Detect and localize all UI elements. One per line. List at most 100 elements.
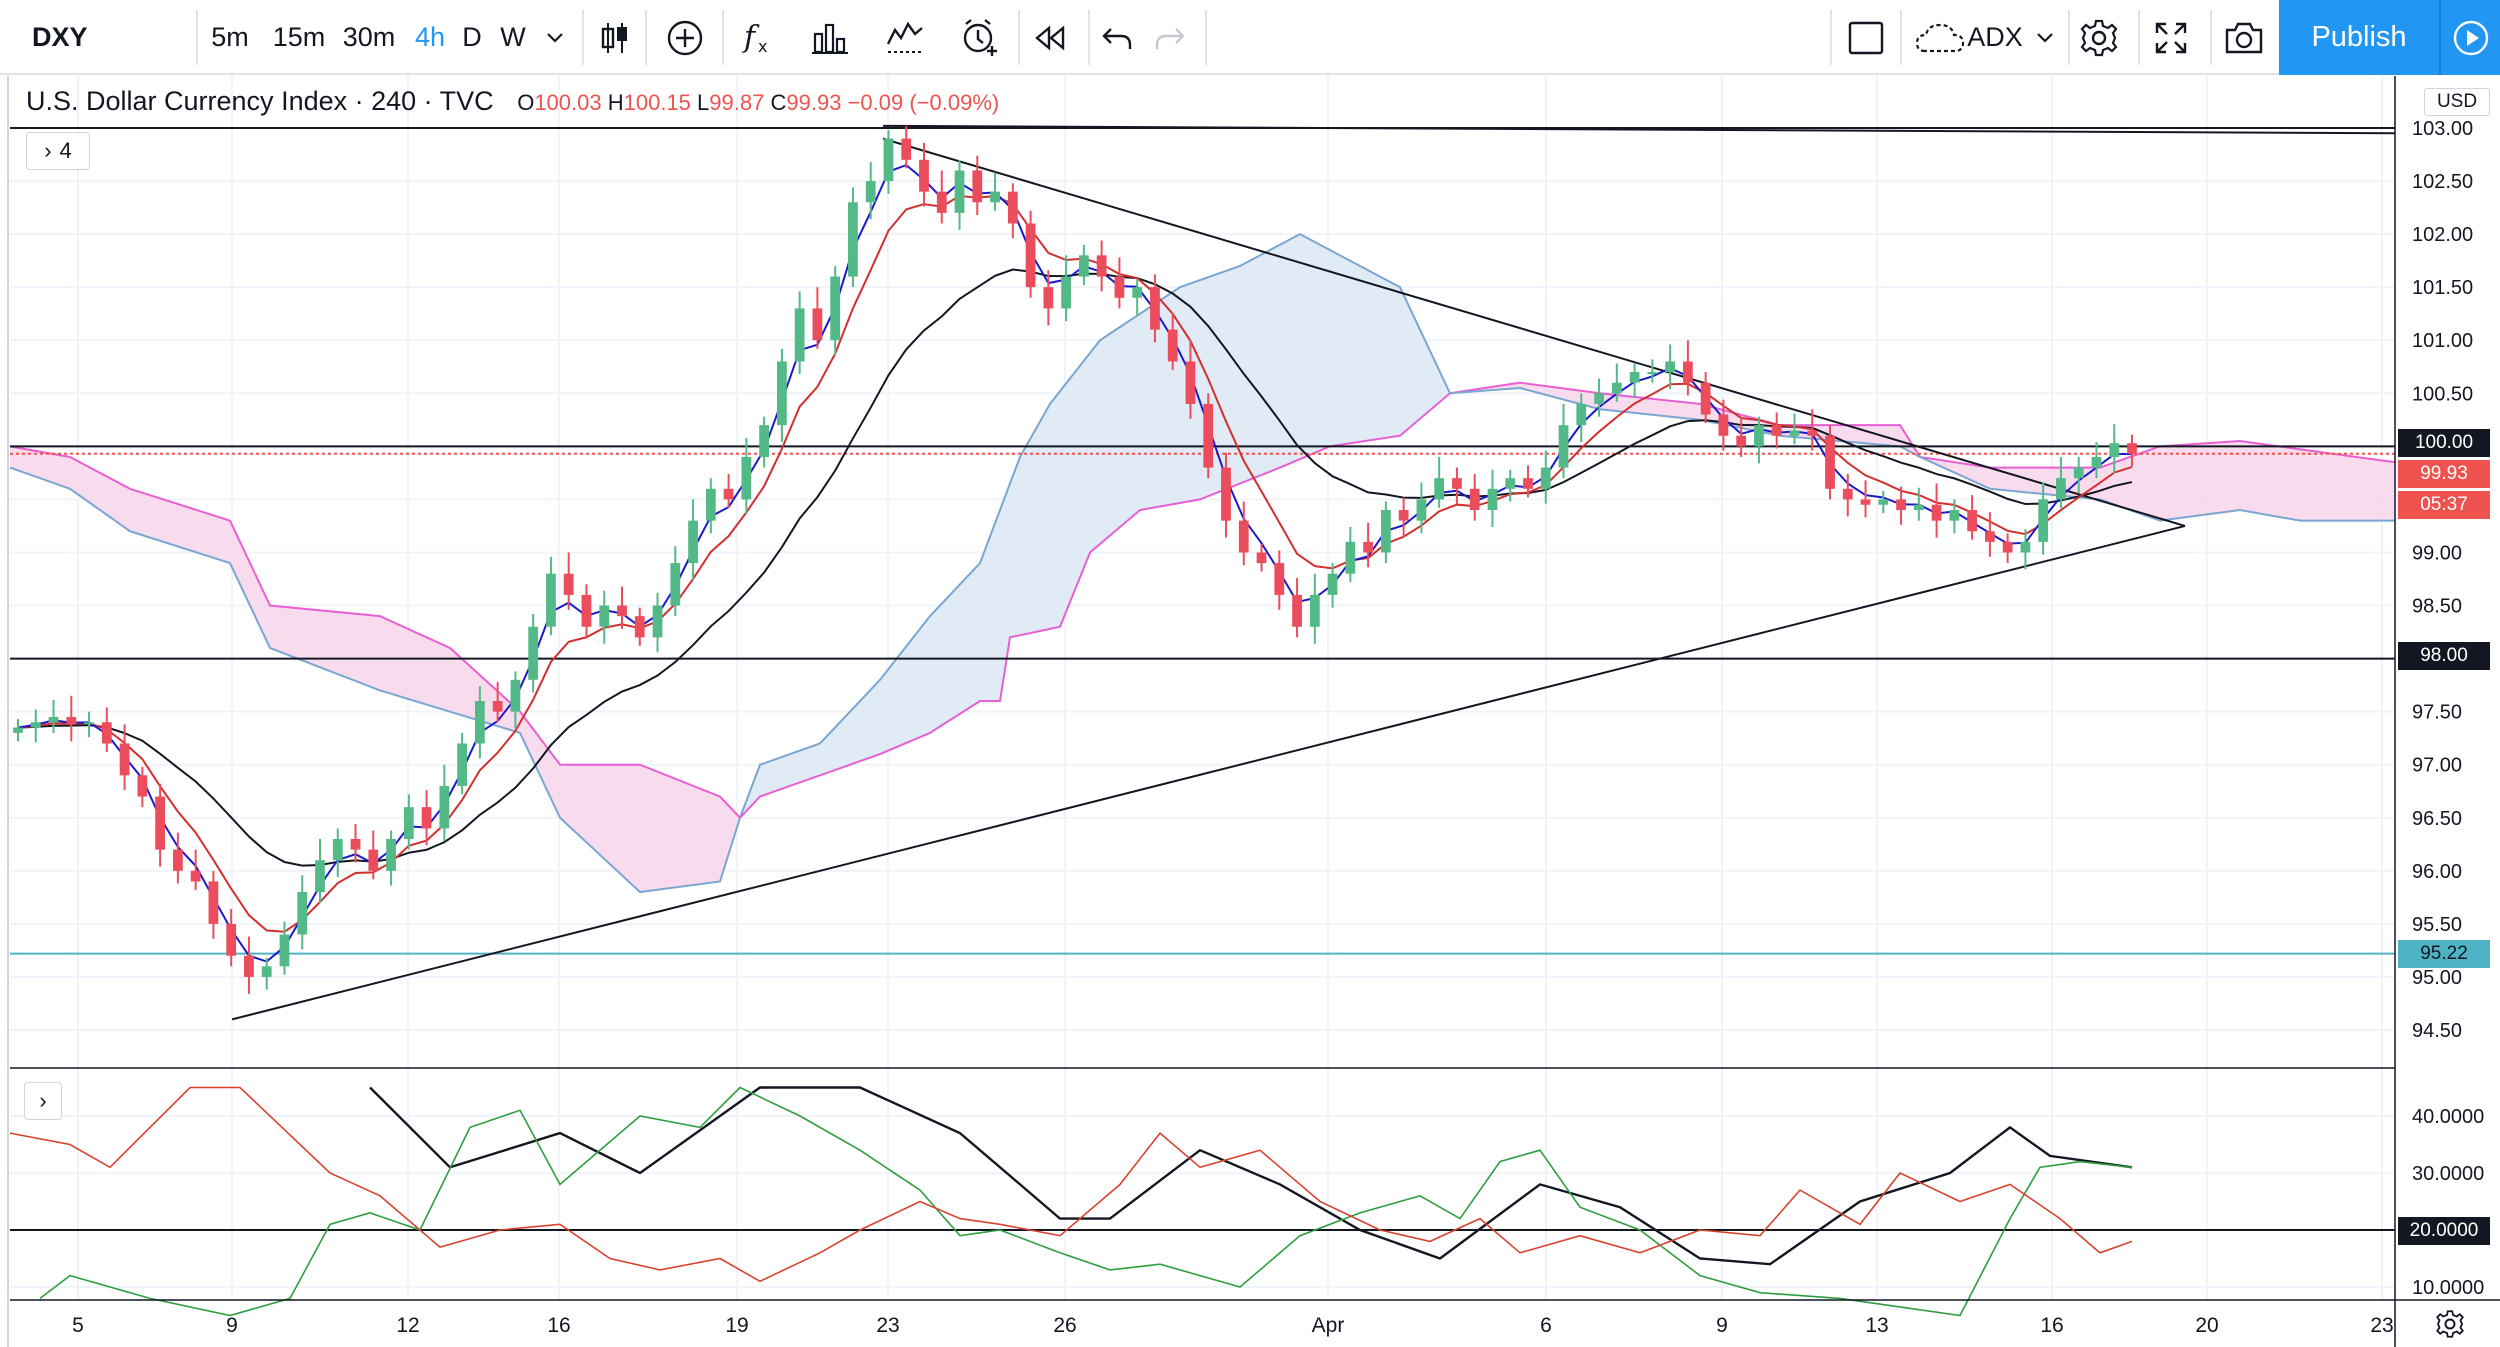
candle-body — [1878, 499, 1889, 505]
layout-icon[interactable] — [1840, 0, 1892, 75]
candle-body — [2091, 456, 2102, 468]
price-tick-label: 102.00 — [2412, 224, 2473, 246]
price-tick-label: 98.50 — [2412, 596, 2462, 618]
candle-body — [1469, 488, 1480, 511]
candle-body — [155, 796, 166, 850]
price-tick-label: 102.50 — [2412, 171, 2473, 193]
candle-body — [634, 616, 645, 638]
alert-icon[interactable] — [955, 0, 1005, 75]
candle-body — [1398, 510, 1409, 521]
candle-body — [670, 563, 681, 606]
candle-body — [776, 361, 787, 426]
price-tick-label: 97.50 — [2412, 702, 2462, 724]
candle-body — [972, 170, 983, 203]
cloud-segment-blue — [740, 234, 1450, 818]
candle-body — [66, 716, 77, 725]
chevron-down-icon[interactable] — [2030, 0, 2060, 75]
interval-30m[interactable]: 30m — [342, 22, 396, 52]
candle-body — [1611, 382, 1622, 394]
cloud-icon[interactable] — [1910, 0, 1970, 75]
candle-body — [1434, 478, 1445, 500]
candle-body — [1167, 329, 1178, 362]
candle-body — [1380, 510, 1391, 553]
candle-body — [1718, 414, 1729, 436]
candle-body — [30, 722, 41, 728]
candle-body — [350, 838, 361, 850]
candle-body — [705, 488, 716, 521]
templates-icon[interactable] — [880, 0, 930, 75]
legend-ohlc: O100.03 H100.15 L99.87 C99.93 −0.09 (−0.… — [517, 90, 999, 115]
candle-body — [386, 838, 396, 871]
gear-icon[interactable] — [2432, 1306, 2468, 1342]
time-tick-label: 26 — [1053, 1314, 1076, 1337]
interval-5m[interactable]: 5m — [211, 22, 249, 52]
senkou-a-line — [9, 445, 741, 819]
candle-body — [1292, 594, 1302, 627]
candle-body — [1007, 191, 1018, 224]
time-tick-label: 5 — [72, 1314, 84, 1337]
replay-icon[interactable] — [1025, 0, 1075, 75]
toolbar-divider — [1900, 10, 1902, 65]
time-tick-label: Apr — [1312, 1314, 1345, 1337]
candle-body — [1807, 430, 1818, 436]
chart-legend: U.S. Dollar Currency Index · 240 · TVC O… — [26, 86, 999, 117]
bars-icon[interactable] — [805, 0, 855, 75]
publish-button[interactable]: Publish — [2279, 0, 2439, 75]
candle-body — [1363, 541, 1374, 553]
camera-icon[interactable] — [2218, 0, 2270, 75]
add-circle-icon[interactable] — [660, 0, 710, 75]
legend-close: 99.93 — [786, 90, 842, 115]
candle-body — [403, 807, 414, 839]
legend-title[interactable]: U.S. Dollar Currency Index · 240 · TVC — [26, 86, 494, 116]
candle-body — [1078, 255, 1089, 277]
chart-canvas[interactable]: 103.00 102.50 102.00 101.50 101.00 100.50 100.… — [0, 76, 2500, 1347]
time-tick-label: 12 — [396, 1314, 419, 1337]
fullscreen-icon[interactable] — [2145, 0, 2197, 75]
senkou-a-line — [739, 392, 1451, 819]
interval-15m[interactable]: 15m — [272, 22, 326, 52]
indicator-name[interactable]: ADX — [1967, 22, 2023, 52]
candle-body — [1931, 504, 1942, 521]
price-tick-label: 96.00 — [2412, 861, 2462, 883]
play-icon[interactable] — [2439, 0, 2500, 75]
adx-pane — [9, 1086, 2395, 1317]
indicators-toggle-button[interactable]: › 4 — [26, 132, 90, 170]
candle-body — [279, 934, 290, 967]
symbol-search-button[interactable]: DXY — [14, 0, 194, 75]
candle-body — [2109, 443, 2120, 457]
candle-body — [190, 870, 201, 882]
legend-c-label: C — [770, 90, 787, 115]
interval-w[interactable]: W — [500, 22, 526, 52]
candle-body — [297, 892, 308, 935]
candle-body — [563, 573, 574, 595]
indicators-count: 4 — [59, 138, 72, 163]
interval-4h[interactable]: 4h — [414, 22, 446, 52]
adx-tick-label: 10.0000 — [2412, 1277, 2484, 1299]
toolbar-divider — [1830, 10, 1832, 65]
trend-lines[interactable] — [10, 124, 2396, 1021]
candle-body — [1913, 504, 1924, 511]
currency-label[interactable]: USD — [2424, 88, 2490, 116]
candle-body — [510, 679, 521, 712]
svg-text:x: x — [758, 37, 767, 56]
candle-body — [1842, 488, 1853, 500]
candle-body — [723, 488, 734, 500]
chevron-down-icon[interactable] — [540, 0, 570, 75]
redo-icon[interactable] — [1145, 0, 1195, 75]
pane-toggle-button[interactable]: › — [24, 1082, 62, 1120]
gear-icon[interactable] — [2073, 0, 2125, 75]
candlesticks[interactable] — [13, 125, 2137, 994]
interval-d[interactable]: D — [462, 22, 482, 52]
candle-body — [1150, 287, 1160, 330]
undo-icon[interactable] — [1092, 0, 1142, 75]
candle-body — [1114, 276, 1125, 298]
candle-body — [261, 966, 272, 977]
candle-body — [1203, 403, 1214, 468]
candle-body — [1416, 499, 1427, 521]
candle-body — [1452, 478, 1462, 489]
price-tick-label: 95.00 — [2412, 967, 2462, 989]
top-horizontal-line — [882, 124, 2396, 135]
candle-body — [137, 775, 148, 797]
candles-icon[interactable] — [590, 0, 640, 75]
